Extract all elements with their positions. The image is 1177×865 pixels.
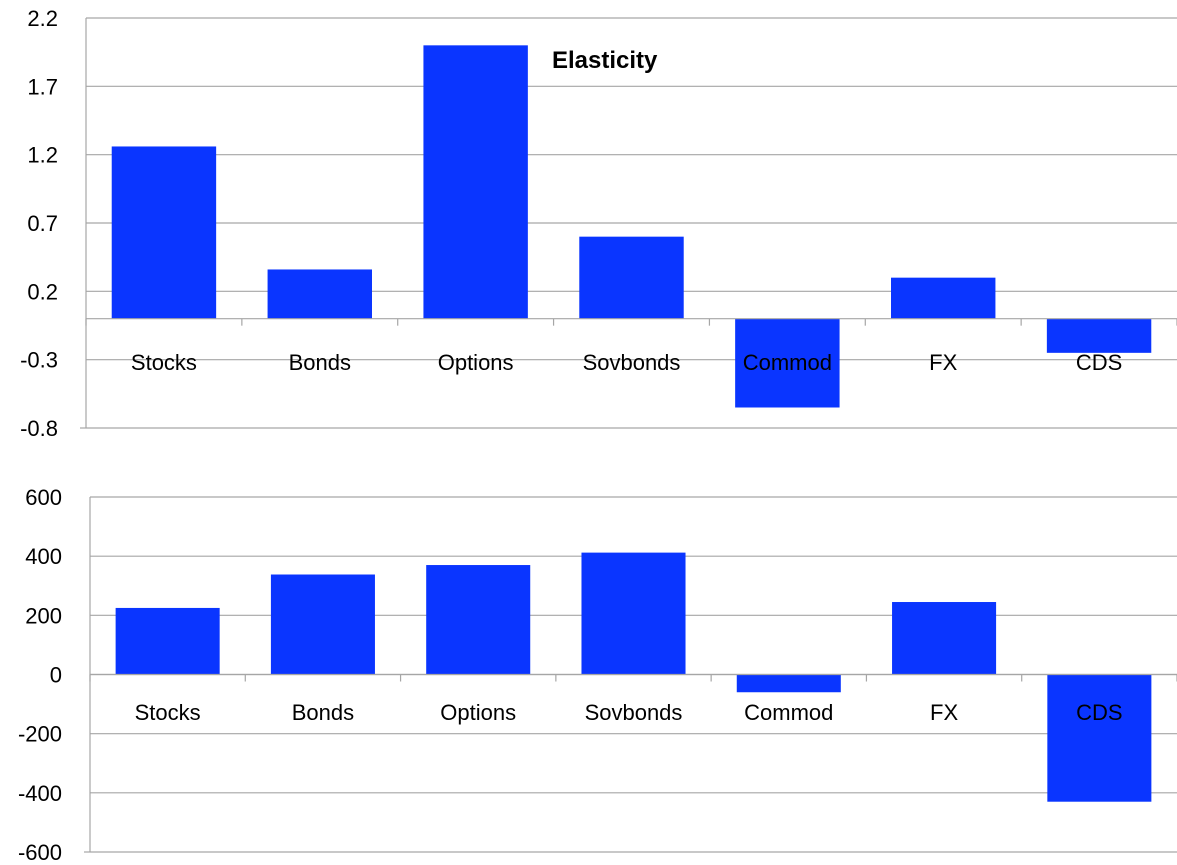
y-tick-label: -0.3 xyxy=(20,348,58,373)
category-label: Sovbonds xyxy=(585,700,683,725)
bar xyxy=(736,674,841,693)
y-tick-label: -200 xyxy=(18,722,62,747)
category-label: CDS xyxy=(1076,350,1122,375)
category-label: Options xyxy=(440,700,516,725)
bar xyxy=(892,602,997,675)
category-label: Stocks xyxy=(131,350,197,375)
y-tick-label: 2.2 xyxy=(27,6,58,31)
bar xyxy=(270,574,375,675)
second-chart: -600 -400 -200 0 200 400 600 Stocks Bonds Options… xyxy=(18,485,1177,865)
category-label: Options xyxy=(438,350,514,375)
category-label: FX xyxy=(930,700,958,725)
elasticity-chart: -0.8 -0.3 0.2 0.7 1.2 1.7 2.2 Stocks Bonds Option… xyxy=(20,6,1177,441)
y-tick-label: -0.8 xyxy=(20,416,58,441)
category-label: Commod xyxy=(743,350,832,375)
bar xyxy=(426,565,531,675)
bar xyxy=(1047,674,1152,802)
y-tick-label: 0.2 xyxy=(27,279,58,304)
category-label: Bonds xyxy=(292,700,354,725)
y-tick-label: 0.7 xyxy=(27,211,58,236)
bar xyxy=(111,146,217,319)
y-tick-label: 1.7 xyxy=(27,74,58,99)
bar xyxy=(1046,318,1152,353)
category-label: Bonds xyxy=(289,350,351,375)
bar xyxy=(891,277,996,319)
bar xyxy=(423,45,528,319)
bar xyxy=(581,552,686,675)
chart-title: Elasticity xyxy=(552,47,658,74)
y-tick-label: 400 xyxy=(25,544,62,569)
category-label: FX xyxy=(929,350,957,375)
y-tick-label: 0 xyxy=(50,663,62,688)
y-tick-label: 1.2 xyxy=(27,143,58,168)
y-tick-label: 600 xyxy=(25,485,62,510)
y-tick-label: 200 xyxy=(25,603,62,628)
category-label: Commod xyxy=(744,700,833,725)
y-tick-label: -400 xyxy=(18,781,62,806)
category-label: Stocks xyxy=(135,700,201,725)
category-label: CDS xyxy=(1076,700,1122,725)
category-label: Sovbonds xyxy=(583,350,681,375)
bar xyxy=(267,269,372,319)
y-tick-label: -600 xyxy=(18,840,62,865)
bar xyxy=(115,607,220,675)
bar xyxy=(579,236,684,319)
bar xyxy=(735,318,840,408)
